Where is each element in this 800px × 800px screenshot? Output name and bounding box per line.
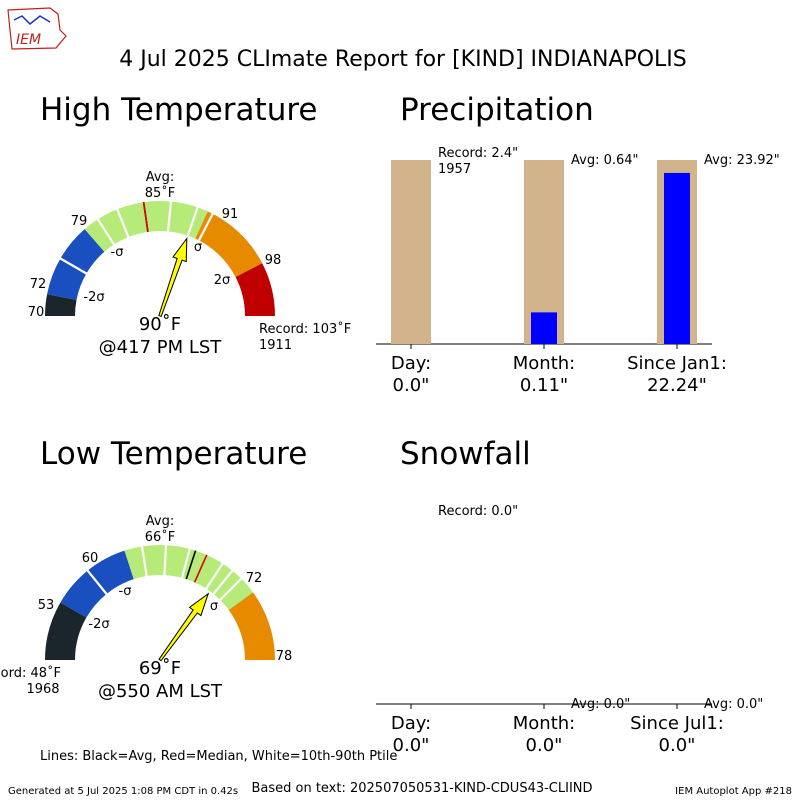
category-value-label: 0.0": [659, 735, 696, 756]
logo-wind-icon: [13, 15, 51, 26]
observed-bar: [664, 172, 690, 344]
high-avg-value: 85˚F: [145, 185, 176, 201]
category-value-label: 0.0": [393, 375, 430, 396]
logo-text: IEM: [16, 32, 41, 48]
high-avg-label: Avg:: [146, 170, 174, 185]
low-sigma-label: -2σ: [88, 617, 109, 632]
snowfall-title: Snowfall: [400, 436, 531, 472]
category-label: Since Jan1:: [627, 353, 727, 374]
low-tick-label: 78: [276, 649, 293, 664]
high-temperature-gauge: [45, 199, 275, 318]
percentile-line: [58, 256, 89, 276]
percentile-line: [85, 568, 109, 597]
high-record-year: 1911: [259, 338, 292, 353]
low-record-year: 1968: [26, 682, 59, 697]
reference-bar: [391, 160, 431, 344]
source-text-id: Based on text: 202507050531-KIND-CDUS43-…: [251, 781, 592, 796]
percentile-line: [95, 216, 117, 247]
generated-timestamp: Generated at 5 Jul 2025 1:08 PM CDT in 0…: [8, 786, 238, 797]
percentile-line: [140, 544, 149, 579]
category-label: Month:: [513, 353, 575, 374]
low-gauge-labels: Avg: 66˚F 53 60 72 78 -2σ -σ σ 69˚F @550…: [0, 514, 292, 702]
observed-needle-icon: [158, 236, 188, 318]
low-observed-time: @550 AM LST: [98, 681, 223, 702]
category-label: Day:: [391, 353, 431, 374]
median-line: [193, 554, 208, 583]
low-tick-label: 72: [246, 571, 263, 586]
gauge-band: [45, 294, 77, 316]
low-avg-value: 66˚F: [145, 529, 176, 545]
category-value-label: 22.24": [647, 375, 707, 396]
low-sigma-label: -σ: [119, 584, 132, 599]
high-temp-title: High Temperature: [40, 92, 317, 128]
category-value-label: 0.0": [393, 735, 430, 756]
median-line: [142, 202, 149, 232]
iem-logo: IEM: [7, 7, 67, 50]
percentile-line: [166, 199, 173, 234]
category-label: Month:: [513, 713, 575, 734]
high-observed-time: @417 PM LST: [99, 337, 223, 358]
reference-label: Avg: 23.92": [704, 153, 780, 168]
observed-bar: [531, 312, 557, 344]
app-label: IEM Autoplot App #218: [675, 786, 792, 797]
low-temp-title: Low Temperature: [40, 436, 307, 472]
high-tick-label: 91: [222, 207, 239, 222]
high-tick-label: 70: [28, 305, 45, 320]
observed-needle-icon: [158, 592, 210, 662]
high-record-label: Record: 103˚F: [259, 321, 351, 337]
percentile-line: [211, 568, 235, 597]
reference-label: Record: 2.4": [438, 146, 518, 161]
percentile-line: [180, 546, 192, 581]
low-tick-label: 60: [82, 551, 99, 566]
low-sigma-label: σ: [210, 599, 218, 614]
reference-label: Record: 0.0": [438, 504, 518, 519]
high-sigma-label: -2σ: [83, 290, 104, 305]
category-value-label: 0.0": [526, 735, 563, 756]
precip-title: Precipitation: [400, 92, 594, 128]
reference-year-label: 1957: [438, 162, 471, 177]
lines-legend-note: Lines: Black=Avg, Red=Median, White=10th…: [40, 749, 397, 764]
low-observed-value: 69˚F: [139, 658, 181, 679]
gauge-band: [60, 550, 134, 618]
category-label: Since Jul1:: [630, 713, 724, 734]
low-temperature-gauge: [45, 543, 275, 662]
category-label: Day:: [391, 713, 431, 734]
gauge-band: [47, 229, 105, 300]
snowfall-bar-chart: Day:0.0"Record: 0.0"Month:0.0"Avg: 0.0"S…: [376, 504, 763, 756]
gauge-band: [235, 263, 275, 316]
gauge-band: [84, 201, 208, 252]
percentile-line: [204, 561, 225, 591]
percentile-line: [217, 576, 244, 603]
reference-label: Avg: 0.0": [571, 697, 630, 712]
high-observed-value: 90˚F: [139, 314, 181, 335]
gauge-band: [124, 545, 254, 611]
low-record-label: Record: 48˚F: [0, 665, 61, 681]
precipitation-bar-chart: Day:0.0" Record: 2.4"1957 Month:0.11" Avg: …: [376, 146, 780, 396]
avg-line: [185, 550, 197, 580]
high-tick-label: 79: [71, 214, 88, 229]
gauge-band: [45, 602, 87, 660]
reference-label: Avg: 0.0": [704, 697, 763, 712]
gauge-band: [195, 211, 263, 278]
percentile-line: [115, 206, 131, 240]
gauge-band: [228, 592, 275, 660]
percentile-line: [197, 211, 215, 243]
high-gauge-labels: Avg: 85˚F 70 72 79 91 98 -2σ -σ σ 2σ 90˚…: [28, 170, 351, 358]
category-value-label: 0.11": [520, 375, 568, 396]
page-title: 4 Jul 2025 CLImate Report for [KIND] IND…: [119, 47, 687, 72]
reference-label: Avg: 0.64": [571, 153, 639, 168]
low-tick-label: 53: [38, 598, 55, 613]
high-tick-label: 98: [265, 253, 282, 268]
percentile-line: [163, 543, 168, 578]
high-sigma-label: -σ: [111, 245, 124, 260]
high-sigma-label: 2σ: [214, 273, 231, 288]
high-tick-label: 72: [30, 277, 47, 292]
high-sigma-label: σ: [194, 240, 202, 255]
low-avg-label: Avg:: [146, 514, 174, 529]
iowa-outline-icon: [7, 7, 67, 50]
percentile-line: [186, 205, 200, 238]
